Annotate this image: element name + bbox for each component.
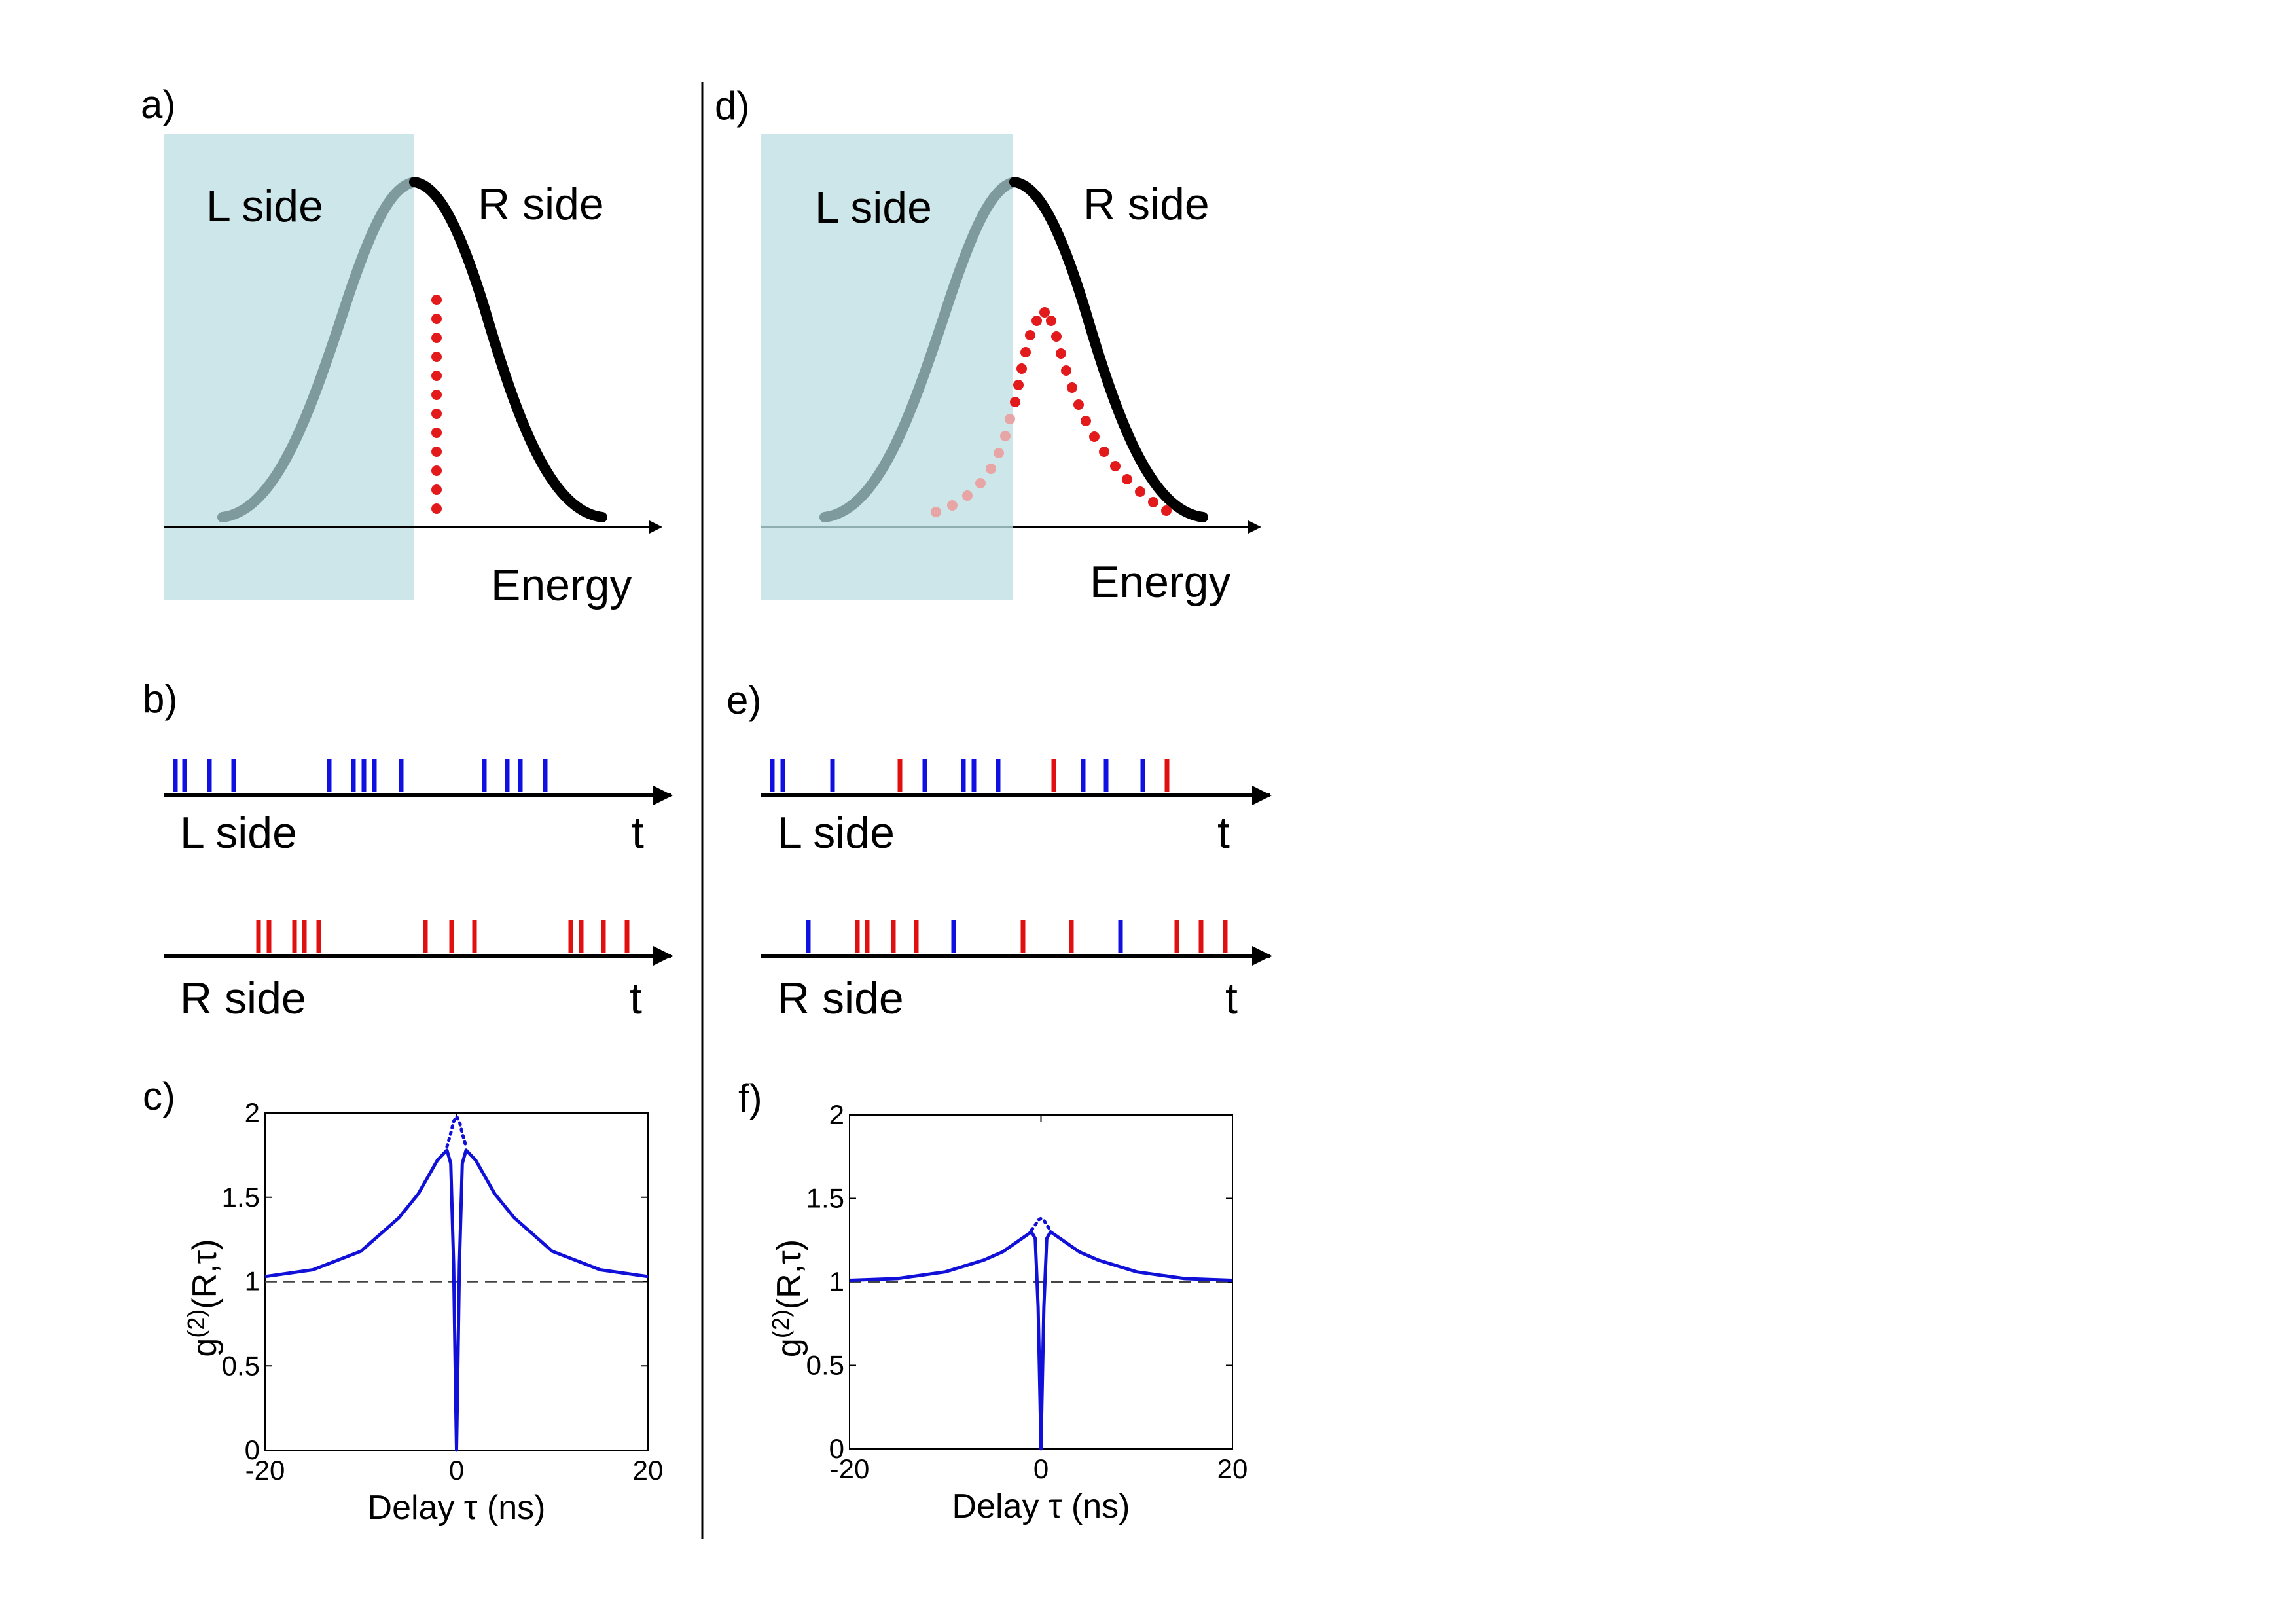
y-axis-label: g(2)(R,τ) [183,1239,224,1357]
g2-curve-dotted [445,1114,468,1148]
y-tick-label: 0.5 [806,1350,844,1381]
g2-curve-dotted [1030,1216,1052,1232]
gaussian-l-branch [217,177,420,522]
y-tick-label: 0 [245,1434,260,1465]
y-tick-label: 1 [245,1266,260,1297]
y-tick-label: 1 [829,1266,844,1297]
gaussian-l-branch [819,177,1020,522]
panel-c-label: c) [143,1074,175,1118]
r-photon-ticks [806,920,1228,953]
panel-e: e) L side t R side t [726,678,1272,1023]
panel-a-label: a) [141,82,175,126]
x-tick-label: -20 [830,1453,870,1484]
l-row-label: L side [180,808,297,858]
x-axis-label: Delay τ (ns) [368,1489,546,1527]
g2-curve-solid [264,1148,649,1452]
l-photon-ticks [173,759,548,792]
x-tick-label: 20 [633,1455,664,1486]
y-tick-label: 1.5 [806,1183,844,1214]
r-photon-ticks [256,920,630,953]
l-side-label: L side [815,183,932,232]
gaussian-r-branch [409,177,607,522]
y-tick-label: 1.5 [222,1182,260,1213]
l-row-label: L side [778,808,895,858]
l-row-t-label: t [632,808,644,858]
y-tick-label: 2 [829,1099,844,1130]
panel-e-label: e) [726,678,761,722]
r-side-label: R side [478,179,604,229]
y-tick-label: 2 [245,1097,260,1128]
l-side-shade [164,134,414,600]
r-side-label: R side [1083,179,1210,229]
x-tick-label: -20 [245,1455,285,1486]
x-tick-label: 0 [449,1455,464,1486]
y-axis-label: g(2)(R,τ) [767,1239,808,1357]
r-row-label: R side [180,974,306,1023]
l-row-t-label: t [1217,808,1230,858]
panel-d: d) L side R side Energy [715,84,1261,607]
r-row-label: R side [778,974,904,1023]
y-tick-label: 0.5 [222,1350,260,1381]
gaussian-r-branch [1009,177,1208,522]
x-axis-label: Delay τ (ns) [952,1487,1130,1525]
l-photon-ticks [770,759,1170,792]
energy-label: Energy [491,560,632,610]
y-tick-label: 0 [829,1433,844,1464]
g2-curve-solid [849,1230,1233,1451]
panel-b-label: b) [143,677,177,721]
emission-line-dots [431,295,442,514]
panel-f-label: f) [738,1076,762,1120]
r-row-t-label: t [630,974,642,1023]
x-tick-label: 20 [1217,1453,1248,1484]
panel-d-label: d) [715,84,749,128]
l-side-label: L side [206,181,323,231]
panel-a: a) L side R side Energy [141,82,662,610]
emission-peak-dots [931,307,1172,517]
energy-label: Energy [1090,557,1230,607]
x-tick-label: 0 [1033,1453,1049,1484]
panel-b: b) L side t R side t [143,677,673,1023]
l-side-shade [761,134,1013,600]
r-row-t-label: t [1225,974,1238,1023]
